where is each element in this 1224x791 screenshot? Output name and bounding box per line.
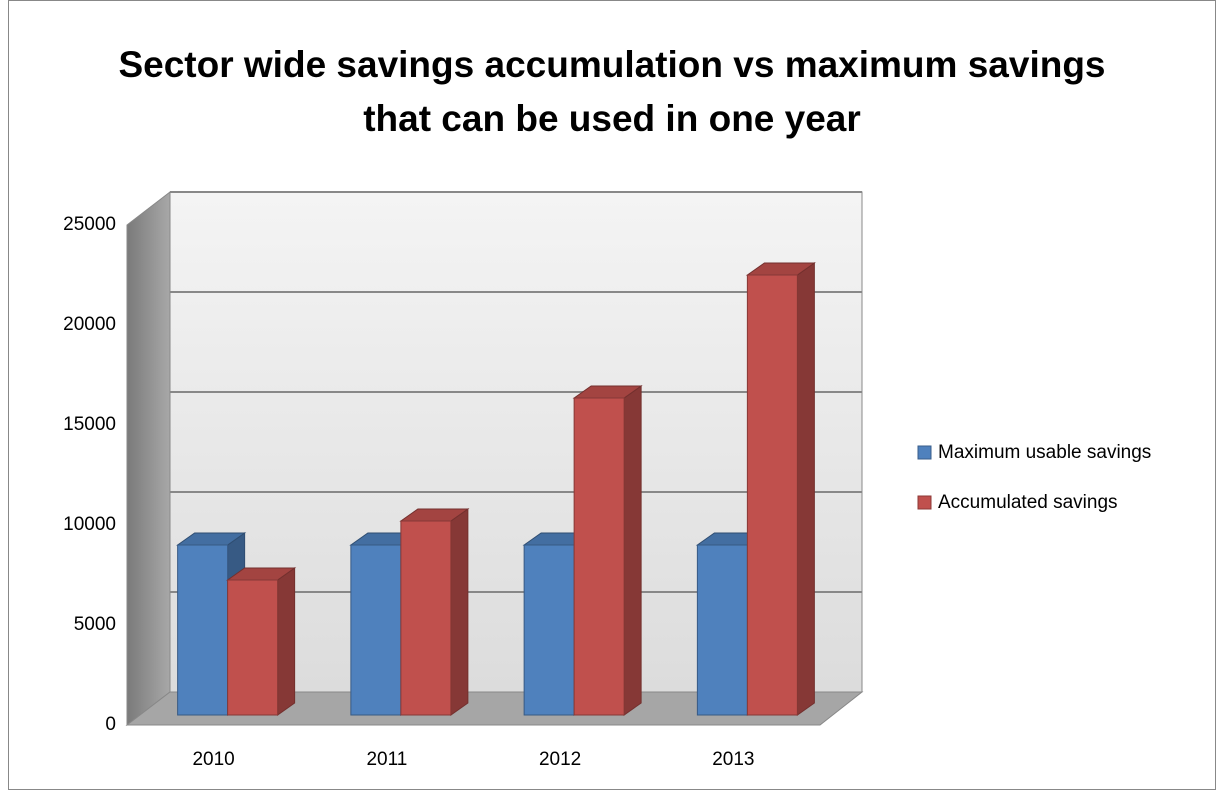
y-tick-label: 15000 — [63, 414, 116, 435]
x-tick-label: 2013 — [712, 749, 754, 770]
bar-front — [177, 544, 229, 716]
legend-label: Accumulated savings — [938, 492, 1118, 513]
y-tick-label: 0 — [105, 714, 116, 735]
y-tick-label: 25000 — [63, 214, 116, 235]
x-tick-label: 2012 — [539, 749, 581, 770]
bar-side — [796, 262, 815, 716]
bar-front — [350, 544, 402, 716]
bar-front — [573, 397, 625, 716]
side-wall — [126, 190, 171, 727]
x-tick-label: 2010 — [192, 749, 234, 770]
bar-front — [227, 579, 279, 716]
bar — [745, 262, 816, 716]
legend-swatch — [917, 495, 932, 510]
bar-side — [450, 508, 469, 716]
legend-swatch — [917, 445, 932, 460]
y-tick-label: 10000 — [63, 514, 116, 535]
bar-front — [746, 274, 798, 716]
chart-title: Sector wide savings accumulation vs maxi… — [118, 44, 1106, 139]
bar-side — [623, 385, 642, 716]
bar-front — [523, 544, 575, 716]
floor — [125, 691, 864, 726]
y-tick-label: 20000 — [63, 314, 116, 335]
y-tick-label: 5000 — [74, 614, 116, 635]
bar-side — [277, 567, 296, 716]
bar — [226, 567, 297, 716]
bar — [572, 385, 643, 716]
bar — [399, 508, 470, 716]
bar-front — [400, 520, 452, 716]
bar-front — [696, 544, 748, 716]
x-tick-label: 2011 — [366, 749, 407, 770]
legend-label: Maximum usable savings — [938, 442, 1151, 463]
